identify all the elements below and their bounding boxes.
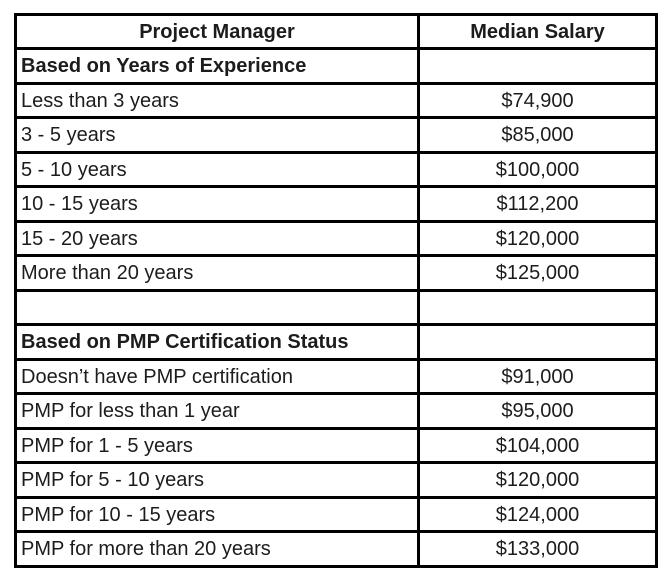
table-row: PMP for 1 - 5 years $104,000: [14, 426, 658, 465]
row-label: Doesn’t have PMP certification: [14, 357, 420, 396]
table-row: 15 - 20 years $120,000: [14, 219, 658, 258]
table-row: Doesn’t have PMP certification $91,000: [14, 357, 658, 396]
spacer-row: [14, 288, 658, 327]
row-label: 3 - 5 years: [14, 116, 420, 154]
row-value: $120,000: [417, 461, 658, 499]
row-label: 10 - 15 years: [14, 185, 420, 223]
section-row-years-of-experience: Based on Years of Experience: [14, 47, 658, 85]
row-label: PMP for 1 - 5 years: [14, 426, 420, 465]
row-value: $74,900: [417, 81, 658, 120]
empty-cell: [417, 288, 658, 327]
table-row: 3 - 5 years $85,000: [14, 116, 658, 154]
table-row: More than 20 years $125,000: [14, 254, 658, 292]
row-label: Less than 3 years: [14, 81, 420, 120]
row-label: PMP for more than 20 years: [14, 530, 420, 568]
salary-table: Project Manager Median Salary Based on Y…: [14, 12, 658, 568]
row-label: PMP for less than 1 year: [14, 392, 420, 430]
table-header-row: Project Manager Median Salary: [14, 12, 658, 51]
row-value: $100,000: [417, 150, 658, 189]
row-value: $112,200: [417, 185, 658, 223]
row-value: $95,000: [417, 392, 658, 430]
row-value: $104,000: [417, 426, 658, 465]
section-title: Based on Years of Experience: [14, 47, 420, 85]
section-row-pmp-certification-status: Based on PMP Certification Status: [14, 323, 658, 361]
row-label: 15 - 20 years: [14, 219, 420, 258]
row-value: $120,000: [417, 219, 658, 258]
row-label: PMP for 5 - 10 years: [14, 461, 420, 499]
section-empty-value-cell: [417, 47, 658, 85]
table-row: PMP for 10 - 15 years $124,000: [14, 495, 658, 534]
table-row: 5 - 10 years $100,000: [14, 150, 658, 189]
row-value: $125,000: [417, 254, 658, 292]
row-value: $91,000: [417, 357, 658, 396]
empty-cell: [14, 288, 420, 327]
table-row: 10 - 15 years $112,200: [14, 185, 658, 223]
column-header-project-manager: Project Manager: [14, 12, 420, 51]
row-label: 5 - 10 years: [14, 150, 420, 189]
section-title: Based on PMP Certification Status: [14, 323, 420, 361]
table-row: PMP for 5 - 10 years $120,000: [14, 461, 658, 499]
table-row: PMP for less than 1 year $95,000: [14, 392, 658, 430]
row-value: $133,000: [417, 530, 658, 568]
row-label: PMP for 10 - 15 years: [14, 495, 420, 534]
table-row: Less than 3 years $74,900: [14, 81, 658, 120]
table-row: PMP for more than 20 years $133,000: [14, 530, 658, 568]
section-empty-value-cell: [417, 323, 658, 361]
row-label: More than 20 years: [14, 254, 420, 292]
row-value: $85,000: [417, 116, 658, 154]
column-header-median-salary: Median Salary: [417, 12, 658, 51]
row-value: $124,000: [417, 495, 658, 534]
